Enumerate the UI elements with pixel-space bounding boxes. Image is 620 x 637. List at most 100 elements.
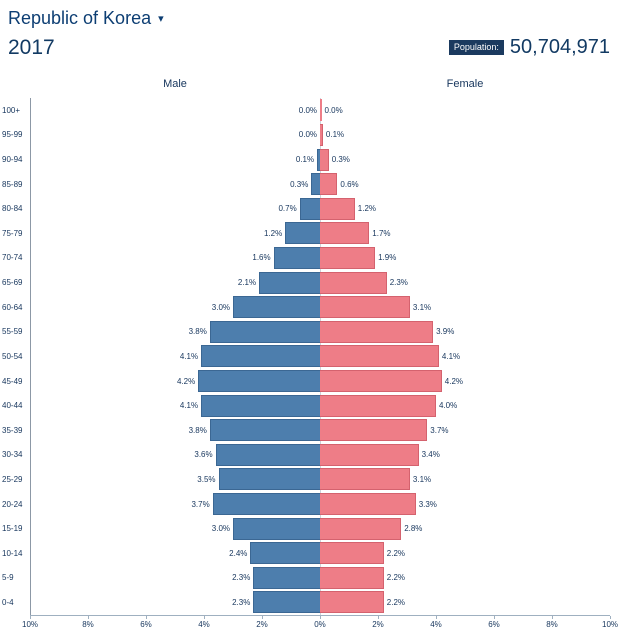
x-axis-label: 0% <box>314 620 326 629</box>
male-half: 3.8% <box>30 319 320 344</box>
female-percent-label: 3.4% <box>421 450 440 460</box>
x-axis-label: 6% <box>488 620 500 629</box>
male-half: 2.4% <box>30 541 320 566</box>
female-percent-label: 2.8% <box>404 524 423 534</box>
female-percent-label: 4.1% <box>441 351 461 361</box>
female-bar <box>320 566 384 589</box>
x-axis-tick <box>146 616 147 619</box>
age-group-label: 100+ <box>2 105 21 115</box>
x-axis-tick <box>262 616 263 619</box>
age-group-label: 15-19 <box>2 524 23 534</box>
female-percent-label: 0.6% <box>340 179 359 189</box>
x-axis-label: 4% <box>430 620 442 629</box>
male-bar <box>209 419 320 442</box>
female-half: 3.9% <box>320 319 610 344</box>
male-percent-label: 0.0% <box>298 105 317 115</box>
pyramid-row: 50-54 4.1% 4.1% <box>0 344 610 369</box>
age-group-label: 5-9 <box>2 573 14 583</box>
male-percent-label: 3.8% <box>188 425 207 435</box>
country-name: Republic of Korea <box>8 8 152 28</box>
pyramid-row: 0-4 2.3% 2.2% <box>0 590 610 615</box>
age-group-label: 90-94 <box>2 155 23 165</box>
male-percent-label: 3.5% <box>197 474 216 484</box>
male-half: 0.0% <box>30 98 320 123</box>
female-percent-label: 0.1% <box>325 130 345 140</box>
pyramid-row: 5-9 2.3% 2.2% <box>0 566 610 591</box>
female-bar <box>320 468 410 491</box>
male-half: 0.1% <box>30 147 320 172</box>
pyramid-row: 35-39 3.8% 3.7% <box>0 418 610 443</box>
pyramid-row: 55-59 3.8% 3.9% <box>0 319 610 344</box>
female-bar <box>320 296 410 319</box>
x-axis-label: 2% <box>372 620 384 629</box>
male-percent-label: 2.3% <box>232 573 251 583</box>
female-bar <box>320 591 384 614</box>
male-bar <box>209 320 320 343</box>
x-axis-tick <box>436 616 437 619</box>
age-group-label: 30-34 <box>2 450 23 460</box>
male-bar <box>285 222 320 245</box>
male-percent-label: 0.0% <box>298 130 317 140</box>
x-axis-tick <box>320 616 321 619</box>
age-group-label: 60-64 <box>2 302 23 312</box>
female-half: 3.1% <box>320 295 610 320</box>
female-percent-label: 3.1% <box>412 302 432 312</box>
x-axis-tick <box>378 616 379 619</box>
female-half: 3.4% <box>320 443 610 468</box>
female-bar <box>320 197 355 220</box>
age-group-label: 25-29 <box>2 474 23 484</box>
female-bar <box>320 370 442 392</box>
female-percent-label: 2.2% <box>386 548 406 558</box>
male-percent-label: 2.4% <box>229 548 248 558</box>
male-column-label: Male <box>163 78 187 90</box>
gender-labels: Male Female <box>0 78 620 98</box>
female-bar <box>320 123 323 146</box>
age-group-label: 10-14 <box>2 548 23 558</box>
population-badge: Population: <box>448 40 504 55</box>
male-percent-label: 1.6% <box>252 253 271 263</box>
x-axis-tick <box>88 616 89 619</box>
pyramid-row: 95-99 0.0% 0.1% <box>0 123 610 148</box>
age-group-label: 45-49 <box>2 376 23 386</box>
male-bar <box>218 468 320 491</box>
female-bar <box>320 517 402 540</box>
pyramid-row: 60-64 3.0% 3.1% <box>0 295 610 320</box>
female-percent-label: 4.0% <box>439 401 458 411</box>
male-half: 3.5% <box>30 467 320 492</box>
population-readout: Population: 50,704,971 <box>448 36 610 59</box>
country-selector[interactable]: Republic of Korea ▾ <box>8 8 164 29</box>
male-percent-label: 3.0% <box>211 524 230 534</box>
pyramid-row: 25-29 3.5% 3.1% <box>0 467 610 492</box>
x-axis-label: 10% <box>601 620 619 629</box>
female-percent-label: 3.1% <box>412 474 432 484</box>
female-bar <box>320 443 419 466</box>
female-half: 2.2% <box>320 566 610 591</box>
x-axis-label: 8% <box>546 620 558 629</box>
male-bar <box>253 566 320 589</box>
female-percent-label: 1.9% <box>378 253 397 263</box>
female-half: 0.0% <box>320 98 610 123</box>
female-percent-label: 1.7% <box>372 228 391 238</box>
female-half: 4.0% <box>320 393 610 418</box>
female-bar <box>320 320 434 343</box>
male-percent-label: 3.0% <box>211 302 230 312</box>
x-axis-tick <box>494 616 495 619</box>
female-percent-label: 0.0% <box>324 105 343 115</box>
male-bar <box>273 246 320 269</box>
population-pyramid-chart: Male Female 100+ 0.0% 0.0% 95-99 0.0% 0.1% 90-… <box>0 78 620 635</box>
x-axis-label: 2% <box>256 620 268 629</box>
male-bar <box>311 173 320 196</box>
female-half: 2.3% <box>320 270 610 295</box>
pyramid-plot: 100+ 0.0% 0.0% 95-99 0.0% 0.1% 90-94 0.1% 0.3% 85… <box>0 98 620 615</box>
female-bar <box>320 419 428 442</box>
male-half: 4.1% <box>30 393 320 418</box>
pyramid-row: 80-84 0.7% 1.2% <box>0 196 610 221</box>
female-percent-label: 4.2% <box>444 376 464 386</box>
male-percent-label: 3.6% <box>194 450 213 460</box>
male-bar <box>215 443 320 466</box>
female-half: 4.1% <box>320 344 610 369</box>
female-half: 2.2% <box>320 590 610 615</box>
female-half: 1.9% <box>320 246 610 271</box>
x-axis-label: 4% <box>198 620 210 629</box>
male-bar <box>233 517 320 540</box>
